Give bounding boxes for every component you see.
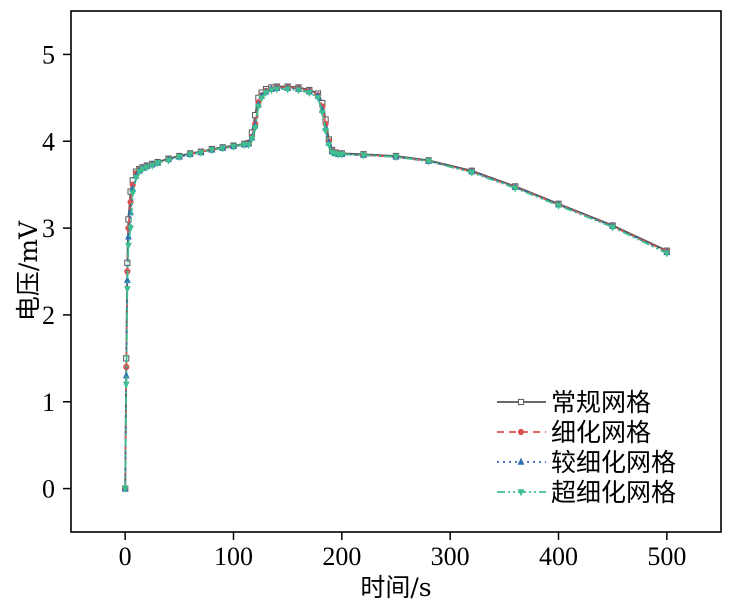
data-point	[258, 95, 266, 103]
data-point	[318, 109, 326, 117]
x-tick-label: 0	[119, 542, 132, 571]
data-point	[314, 95, 322, 103]
series-超细化网格	[121, 86, 671, 493]
data-point	[251, 125, 259, 133]
data-point	[197, 149, 205, 157]
x-tick-label: 300	[431, 542, 470, 571]
data-point	[240, 142, 248, 150]
data-point	[273, 86, 281, 94]
data-point	[248, 135, 256, 143]
legend-label: 超细化网格	[551, 478, 676, 507]
legend-label: 常规网格	[551, 388, 651, 417]
data-point	[295, 87, 302, 95]
data-point	[154, 160, 162, 168]
data-point	[122, 381, 130, 389]
x-tick-label: 400	[539, 542, 578, 571]
data-point	[425, 158, 432, 166]
legend-item: 较细化网格	[497, 448, 676, 477]
data-point	[517, 398, 525, 406]
data-point	[609, 224, 617, 232]
legend-item: 超细化网格	[497, 478, 676, 507]
data-point	[129, 190, 137, 198]
series-layer	[121, 83, 671, 493]
x-tick-label: 100	[214, 542, 253, 571]
data-point	[392, 154, 400, 162]
data-point	[230, 143, 237, 151]
data-point	[219, 145, 227, 153]
data-point	[268, 87, 275, 95]
data-point	[284, 86, 292, 94]
data-point	[322, 128, 329, 136]
x-tick-label: 500	[647, 542, 686, 571]
data-point	[148, 162, 156, 170]
legend-label: 细化网格	[551, 418, 651, 447]
data-point	[555, 202, 562, 210]
plot-frame	[70, 10, 722, 533]
ticks-layer: 0 100 200 300 400 500 0 1 2 3 4 5	[42, 40, 686, 571]
data-point	[123, 286, 131, 294]
data-point	[143, 164, 151, 172]
data-point	[127, 225, 134, 233]
legend-item: 常规网格	[497, 388, 651, 417]
data-point	[517, 428, 525, 436]
data-point	[165, 157, 172, 165]
y-tick-label: 5	[42, 40, 55, 69]
data-point	[121, 485, 129, 493]
y-tick-label: 4	[42, 127, 55, 156]
x-tick-label: 200	[322, 542, 361, 571]
y-tick-label: 1	[42, 388, 55, 417]
data-point	[255, 103, 262, 111]
data-point	[245, 142, 253, 150]
y-tick-label: 2	[42, 301, 55, 330]
data-point	[208, 147, 216, 155]
data-point	[663, 250, 671, 258]
data-point	[305, 89, 313, 97]
data-point	[186, 151, 194, 159]
data-point	[132, 175, 140, 183]
y-axis-title: 电压/mV	[14, 220, 43, 321]
data-point	[125, 242, 132, 250]
x-axis-title: 时间/s	[360, 573, 431, 602]
legend-item: 细化网格	[497, 418, 651, 447]
data-point	[175, 154, 183, 162]
data-point	[139, 166, 146, 174]
data-point	[262, 89, 270, 97]
data-point	[517, 489, 525, 497]
data-point	[135, 168, 143, 176]
data-point	[468, 169, 476, 177]
data-point	[511, 185, 519, 193]
y-tick-label: 3	[42, 214, 55, 243]
data-point	[517, 457, 525, 465]
data-point	[360, 152, 367, 160]
data-point	[338, 151, 346, 159]
legend-label: 较细化网格	[551, 448, 676, 477]
data-point	[325, 142, 333, 150]
y-tick-label: 0	[42, 475, 55, 504]
